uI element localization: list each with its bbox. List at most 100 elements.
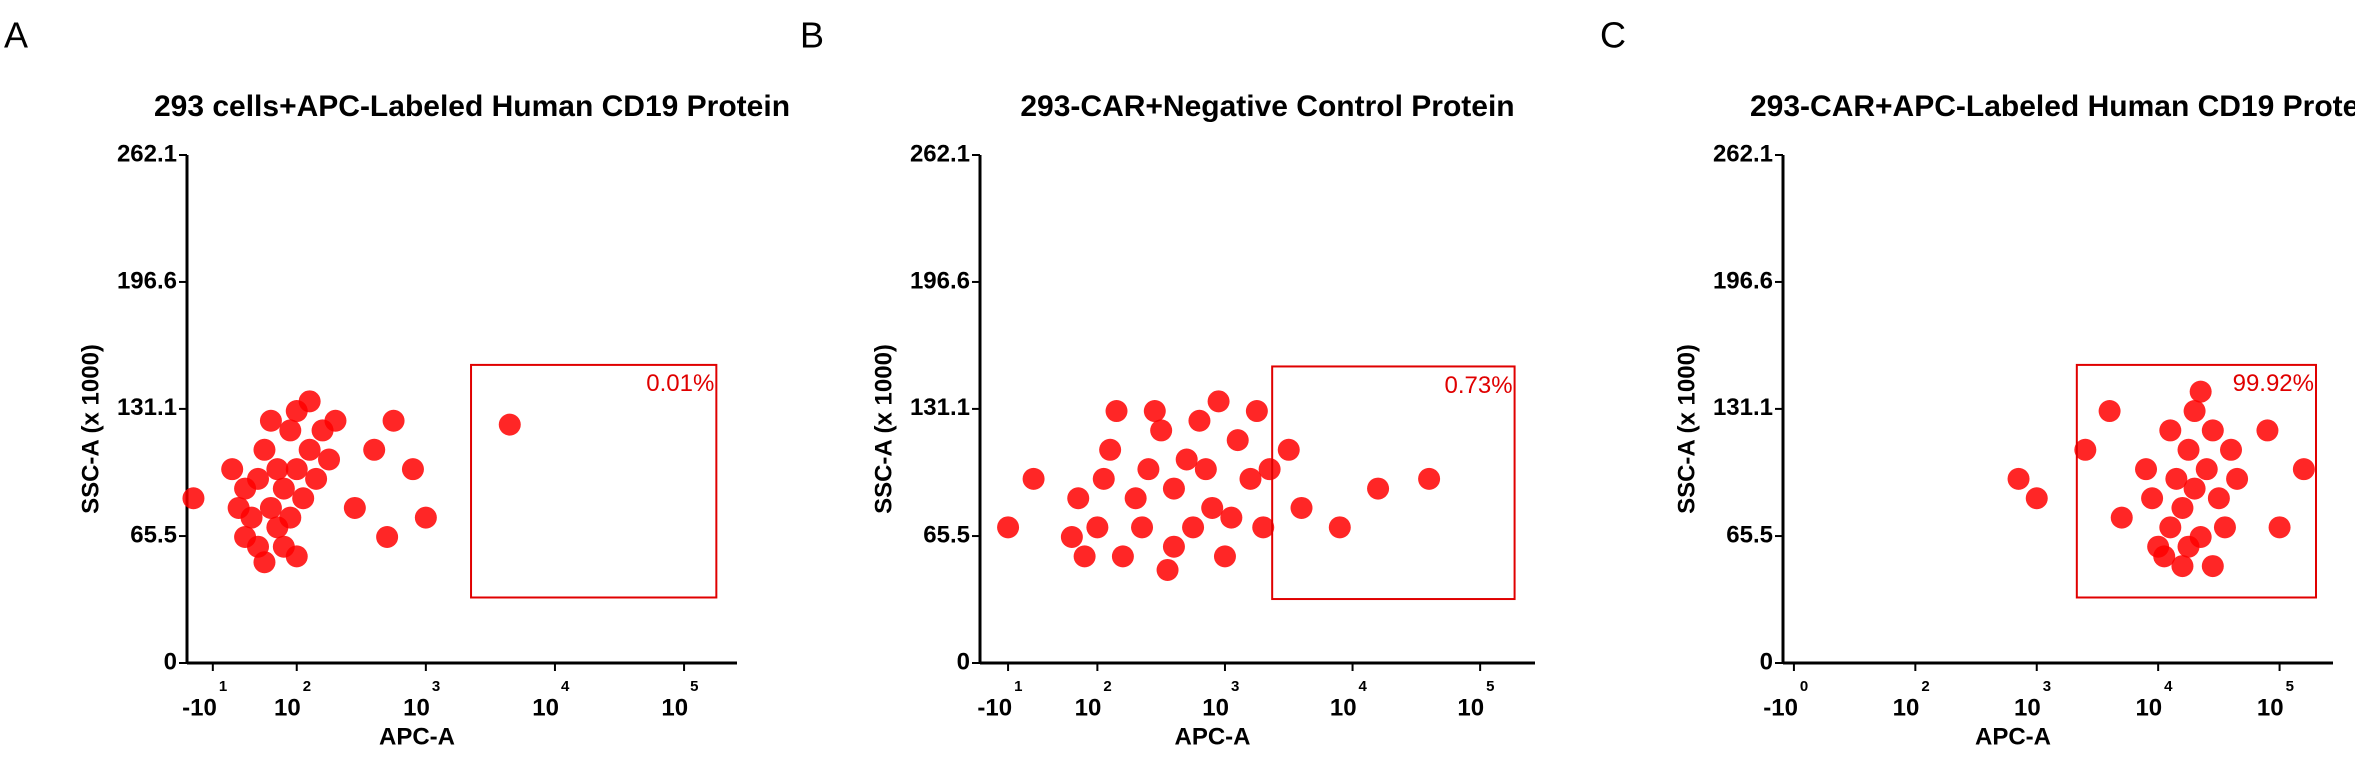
point [1150,419,1173,442]
x-tick-exponent: 4 [1359,678,1368,695]
y-tick-label: 131.1 [910,394,970,421]
point [363,438,386,461]
point [2007,467,2030,490]
point [1277,438,1300,461]
point [2201,555,2224,578]
point [414,506,437,529]
point [376,526,399,549]
point [2177,535,2200,558]
point [266,458,289,481]
gate [470,363,718,599]
x-tick-label: 10 [1075,694,1102,721]
x-tick-label: 10 [2014,694,2041,721]
point [279,419,302,442]
point [298,390,321,413]
y-tick-label: 196.6 [1713,267,1773,294]
point [279,506,302,529]
x-tick-exponent: 5 [2286,678,2294,695]
point [2207,487,2230,510]
point [1067,487,1090,510]
y-tick-label: 0 [1760,648,1773,675]
point [2201,419,2224,442]
panel-letter: C [1600,15,1626,56]
x-tick-exponent: 1 [219,678,227,695]
panel-letter: A [4,15,28,56]
point [234,526,257,549]
point [498,413,521,436]
point [2165,467,2188,490]
x-tick-label: -10 [1763,694,1798,721]
point [253,438,276,461]
y-tick-label: 65.5 [1726,521,1773,548]
point [285,458,308,481]
point [2213,516,2236,539]
x-axis-label: APC-A [1975,723,2051,750]
point [272,477,295,500]
point [2177,438,2200,461]
point [298,438,321,461]
point [1194,458,1217,481]
y-tick-label: 262.1 [910,140,970,167]
point [1188,409,1211,432]
point [2025,487,2048,510]
x-tick-label: 10 [1893,694,1920,721]
x-tick-label: 10 [403,694,430,721]
x-tick-label: -10 [182,694,217,721]
point [1245,400,1268,423]
point [2135,458,2158,481]
point [2159,516,2182,539]
y-tick-label: 196.6 [117,267,177,294]
y-axis-label: SSC-A (x 1000) [1673,344,1700,514]
point [2195,458,2218,481]
point [1162,477,1185,500]
point [324,409,347,432]
gate-percent: 0.01% [646,370,714,397]
chart-title: 293-CAR+Negative Control Protein [1020,90,1514,123]
point [1099,438,1122,461]
x-tick-exponent: 2 [1921,678,1929,695]
y-tick-label: 65.5 [923,521,970,548]
point [1131,516,1154,539]
y-tick-label: 131.1 [117,394,177,421]
point [1207,390,1230,413]
point [253,551,276,574]
point [997,516,1020,539]
point [1239,467,1262,490]
point [1182,516,1205,539]
point [2220,438,2243,461]
point [2098,400,2121,423]
x-tick-label: 10 [1330,694,1357,721]
point [1175,448,1198,471]
x-tick-exponent: 5 [1486,678,1494,695]
x-tick-label: 10 [661,694,688,721]
point [2171,555,2194,578]
point [2183,400,2206,423]
point [2292,458,2315,481]
point [2159,419,2182,442]
x-tick-exponent: 4 [2164,678,2173,695]
gate-percent: 99.92% [2233,370,2314,397]
point [343,496,366,519]
x-tick-exponent: 4 [561,678,570,695]
point [227,496,250,519]
point [2183,477,2206,500]
gate [2075,363,2318,599]
point [1367,477,1390,500]
chart-title: 293-CAR+APC-Labeled Human CD19 Protein [1750,90,2355,123]
gate-percent: 0.73% [1445,372,1513,399]
point [259,409,282,432]
x-tick-exponent: 3 [432,678,440,695]
point [1111,545,1134,568]
point [2268,516,2291,539]
x-tick-label: 10 [1457,694,1484,721]
x-tick-label: 10 [532,694,559,721]
point [2141,487,2164,510]
point [1060,526,1083,549]
point [2226,467,2249,490]
y-tick-label: 65.5 [130,521,177,548]
point [2189,380,2212,403]
point [401,458,424,481]
point [2171,496,2194,519]
x-tick-label: 10 [2257,694,2284,721]
